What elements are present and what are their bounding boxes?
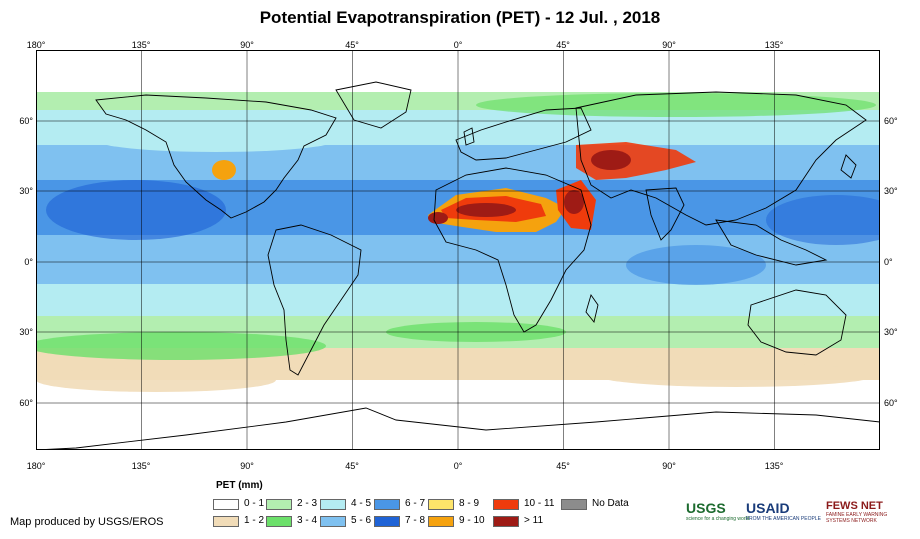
lat-tick-left: 30° <box>19 186 33 196</box>
hot-sahara-max <box>456 203 516 217</box>
legend-label: 4 - 5 <box>351 498 372 509</box>
fews-net-logo: FEWS NET FAMINE EARLY WARNING SYSTEMS NE… <box>826 500 912 524</box>
fews-tagline: FAMINE EARLY WARNING SYSTEMS NETWORK <box>826 512 888 524</box>
lon-tick-bottom: 90° <box>240 461 254 471</box>
map-title: Potential Evapotranspiration (PET) - 12 … <box>259 8 661 27</box>
lon-tick-bottom: 90° <box>662 461 676 471</box>
legend-label: 9 - 10 <box>459 515 485 526</box>
coast-asia <box>575 91 867 226</box>
patch-pacific-north <box>96 128 336 152</box>
legend-swatch <box>493 516 519 527</box>
lat-tick-left: 0° <box>24 257 33 267</box>
usaid-logo-text: USAID <box>746 500 790 516</box>
coast-japan <box>840 154 857 179</box>
legend-swatch <box>493 499 519 510</box>
lat-tick-right: 0° <box>884 257 893 267</box>
legend-label: No Data <box>592 498 629 509</box>
credit-text: Map produced by USGS/EROS <box>10 516 164 528</box>
hot-central-asia-max <box>591 150 631 170</box>
usgs-logo-text: USGS <box>686 500 726 516</box>
lon-tick-bottom: 45° <box>345 461 359 471</box>
lon-tick-top: 135° <box>131 40 151 50</box>
legend-label: 3 - 4 <box>297 515 318 526</box>
hot-us-west <box>212 160 236 180</box>
lon-tick-bottom: 135° <box>131 461 151 471</box>
legend-swatch <box>213 499 239 510</box>
lon-tick-top: 90° <box>240 40 254 50</box>
patch-pacific-blue <box>46 180 226 240</box>
legend-label: 6 - 7 <box>405 498 426 509</box>
coast-se-asia <box>715 219 828 266</box>
usgs-logo: USGS science for a changing world <box>686 500 749 522</box>
lon-tick-top: 180° <box>26 40 46 50</box>
lon-tick-top: 45° <box>345 40 359 50</box>
legend-label: 5 - 6 <box>351 515 372 526</box>
patch-south-tan-east <box>596 363 876 387</box>
legend-label: > 11 <box>524 515 543 526</box>
coast-greenland <box>335 81 412 129</box>
coast-antarctica <box>36 407 880 450</box>
lat-tick-right: 30° <box>884 327 898 337</box>
partner-logos: USGS science for a changing world USAID … <box>686 500 912 530</box>
legend-label: 10 - 11 <box>524 498 555 509</box>
coast-india <box>645 187 685 241</box>
fews-logo-text: FEWS NET <box>826 500 883 512</box>
lon-tick-bottom: 180° <box>26 461 46 471</box>
legend-label: 1 - 2 <box>244 515 265 526</box>
coast-australia <box>747 289 847 356</box>
usaid-logo: USAID FROM THE AMERICAN PEOPLE <box>746 500 821 522</box>
coast-uk <box>463 127 475 146</box>
hot-sahara-west <box>428 212 448 224</box>
usgs-tagline: science for a changing world <box>686 516 750 522</box>
legend-label: 7 - 8 <box>405 515 426 526</box>
legend-swatch <box>561 499 587 510</box>
legend-swatch <box>374 516 400 527</box>
lat-tick-left: 30° <box>19 327 33 337</box>
lon-tick-top: 90° <box>662 40 676 50</box>
lon-tick-bottom: 135° <box>764 461 784 471</box>
lon-tick-top: 135° <box>764 40 784 50</box>
legend-label: 8 - 9 <box>459 498 480 509</box>
patch-pacific-east-blue <box>766 195 880 245</box>
legend-title: PET (mm) <box>216 480 263 491</box>
legend-swatch <box>213 516 239 527</box>
coast-south-america <box>267 224 362 376</box>
lat-tick-left: 60° <box>19 398 33 408</box>
patch-pacific-south <box>36 332 326 360</box>
lat-tick-left: 60° <box>19 116 33 126</box>
patch-south-tan-west <box>36 368 276 392</box>
legend-swatch <box>266 499 292 510</box>
lat-tick-right: 60° <box>884 398 898 408</box>
coast-north-america <box>95 94 337 219</box>
legend-swatch <box>320 499 346 510</box>
legend-label: 0 - 1 <box>244 498 265 509</box>
legend-label: 2 - 3 <box>297 498 318 509</box>
lat-tick-right: 60° <box>884 116 898 126</box>
hot-arabia-max <box>564 190 584 214</box>
lon-tick-top: 45° <box>556 40 570 50</box>
lon-tick-bottom: 45° <box>556 461 570 471</box>
pet-map <box>36 50 880 450</box>
legend-swatch <box>320 516 346 527</box>
legend-swatch <box>428 516 454 527</box>
usaid-tagline: FROM THE AMERICAN PEOPLE <box>746 516 821 522</box>
map-frame <box>36 50 880 450</box>
lat-tick-right: 30° <box>884 186 898 196</box>
legend-swatch <box>428 499 454 510</box>
coast-madagascar <box>585 293 599 324</box>
legend-swatch <box>266 516 292 527</box>
patch-indian-blue <box>626 245 766 285</box>
legend-swatch <box>374 499 400 510</box>
lon-tick-bottom: 0° <box>453 461 463 471</box>
coast-africa <box>433 167 592 333</box>
lon-tick-top: 0° <box>453 40 463 50</box>
